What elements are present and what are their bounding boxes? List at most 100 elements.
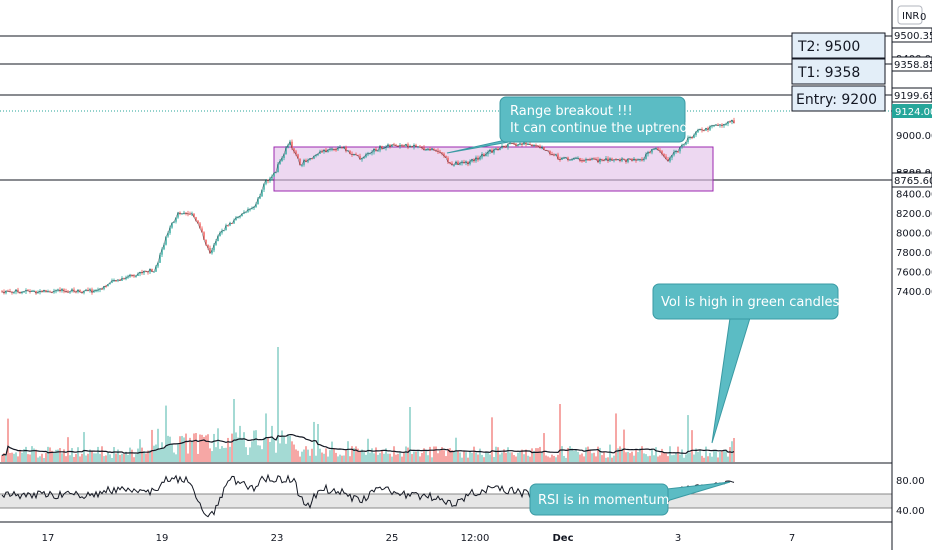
volume-bar [615,413,617,462]
volume-bar [687,415,689,462]
volume-bar [163,447,165,462]
volume-bar [151,429,153,462]
volume-bar [175,454,177,462]
candle-body [189,213,191,215]
volume-bar [449,448,451,462]
volume-bar [659,455,661,462]
candle-body [289,141,291,146]
candle-body [615,159,617,161]
candle-body [549,150,551,154]
candle-body [367,153,369,155]
currency-box[interactable] [897,5,923,25]
volume-bar [371,448,373,462]
candle-body [57,289,59,291]
volume-bar [731,441,733,462]
volume-bar [301,451,303,462]
callout-rsi[interactable]: RSI is in momentum [529,481,731,516]
volume-bar [375,447,377,462]
volume-bar [717,457,719,462]
candle-body [249,209,251,211]
volume-bar [607,457,609,462]
target-box-entry[interactable] [791,85,886,112]
volume-bar [545,455,547,462]
volume-bar [121,453,123,462]
candle-body [93,290,95,293]
volume-bar [167,435,169,462]
volume-bar [331,441,333,462]
price-axis[interactable]: INR 0 9400.00 8800.00 9000.008600.008400… [891,0,932,550]
volume-bar [397,453,399,462]
candle-body [485,154,487,157]
volume-bar [525,449,527,462]
volume-bar [133,457,135,462]
target-box-t2[interactable] [791,32,886,59]
candle-body [309,158,311,161]
volume-bar [179,436,181,462]
candle-body [573,158,575,160]
candle-body [135,275,137,277]
target-box-t1[interactable] [791,58,886,85]
candle-body [405,144,407,146]
volume-bar [55,449,57,462]
y-tick-label: 7800.00 [896,248,932,259]
volume-bar [105,455,107,462]
candle-body [183,213,185,215]
candle-body [453,164,455,166]
volume-bar [233,398,235,462]
volume-bar [555,457,557,462]
candle-body [61,289,63,292]
candle-body [377,150,379,152]
candle-body [645,154,647,159]
volume-bar [235,432,237,462]
candle-body [267,179,269,181]
volume-bar [633,455,635,462]
callout-breakout[interactable]: Range breakout !!! It can continue the u… [446,96,688,154]
candle-body [407,144,409,148]
volume-bar [681,449,683,462]
volume-bar [313,421,315,462]
volume-bar [469,451,471,462]
candle-body [95,290,97,292]
candle-body [285,147,287,155]
volume-bar [523,454,525,462]
volume-bar [465,452,467,462]
volume-bar [427,455,429,462]
volume-bar [697,451,699,462]
candle-body [159,254,161,263]
volume-bar [117,449,119,462]
volume-bar [283,436,285,462]
callout-volume[interactable]: Vol is high in green candles [652,283,839,444]
candle-body [515,143,517,146]
volume-bar [189,437,191,462]
candle-body [537,145,539,147]
candle-body [119,279,121,281]
candle-body [449,162,451,164]
candle-body [379,146,381,151]
candle-body [679,147,681,152]
candle-body [55,290,57,292]
candle-body [651,149,653,153]
volume-bar [75,454,77,462]
volume-bar [27,454,29,462]
volume-bar [71,448,73,462]
volume-bar [359,451,361,462]
volume-bar [201,434,203,462]
candle-body [235,217,237,221]
volume-bar [263,437,265,462]
candle-body [373,148,375,153]
candle-body [467,161,469,165]
volume-bar [145,453,147,462]
x-tick-label: Dec [552,533,573,544]
candle-body [503,146,505,148]
consolidation-range-box[interactable] [273,146,714,192]
candle-body [383,148,385,150]
candle-body [143,270,145,274]
candle-body [207,244,209,248]
candle-body [197,220,199,224]
volume-bar [83,432,85,462]
callout-volume-text: Vol is high in green candles [661,295,839,310]
candle-body [193,213,195,218]
candle-body [633,158,635,161]
